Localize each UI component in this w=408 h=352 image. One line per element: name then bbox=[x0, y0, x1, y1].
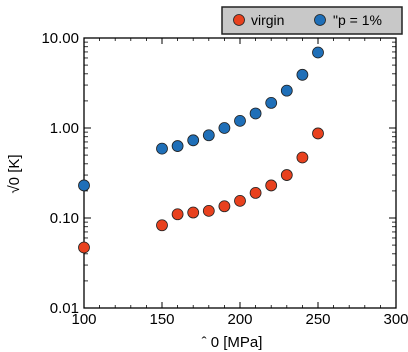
y-tick-label: 0.10 bbox=[50, 210, 79, 227]
legend: virgin "p = 1% bbox=[221, 6, 403, 35]
virgin-data-point bbox=[171, 208, 184, 221]
axis-ticks bbox=[83, 37, 397, 309]
virgin-data-point bbox=[265, 179, 278, 192]
prestrained-data-point bbox=[171, 140, 184, 152]
prestrained-data-point bbox=[156, 142, 168, 155]
x-tick-label: 200 bbox=[227, 311, 252, 328]
prestrained-data-point bbox=[249, 107, 262, 120]
virgin-data-point bbox=[202, 204, 215, 217]
virgin-data-point bbox=[234, 194, 246, 207]
legend-label-prestrained: "p = 1% bbox=[333, 12, 382, 28]
x-tick-label: 100 bbox=[71, 311, 96, 328]
prestrained-data-point bbox=[202, 129, 215, 142]
x-tick-label: 150 bbox=[149, 311, 174, 328]
prestrained-data-point bbox=[280, 84, 293, 97]
plot-area-frame bbox=[83, 37, 397, 309]
virgin-data-point bbox=[187, 206, 200, 219]
y-tick-label: 1.00 bbox=[50, 120, 79, 137]
virgin-data-point bbox=[156, 219, 168, 232]
virgin-data-point bbox=[249, 187, 262, 199]
virgin-data-point bbox=[78, 241, 90, 254]
x-tick-label: 300 bbox=[383, 311, 408, 328]
data-points bbox=[78, 46, 324, 254]
virgin-data-point bbox=[280, 169, 293, 181]
prestrained-data-point bbox=[218, 122, 231, 134]
prestrained-data-point bbox=[234, 114, 246, 127]
y-tick-label: 0.01 bbox=[50, 300, 79, 317]
prestrained-data-point bbox=[296, 68, 309, 81]
x-axis-label: ˆ 0 [MPa] bbox=[202, 334, 263, 351]
prestrained-data-point bbox=[312, 46, 324, 59]
y-axis-label: √0 [K] bbox=[6, 154, 23, 193]
virgin-data-point bbox=[312, 127, 324, 140]
legend-label-virgin: virgin bbox=[251, 12, 284, 28]
legend-marker-virgin bbox=[233, 14, 245, 26]
x-tick-label: 250 bbox=[305, 311, 330, 328]
prestrained-data-point bbox=[78, 179, 90, 192]
legend-box bbox=[221, 6, 403, 35]
prestrained-data-point bbox=[187, 134, 200, 147]
axis-tick-labels: 100 150 200 250 300 0.01 0.10 1.00 10.00 bbox=[41, 30, 408, 328]
prestrained-data-point bbox=[265, 97, 278, 109]
virgin-data-point bbox=[296, 151, 309, 164]
y-tick-label: 10.00 bbox=[41, 30, 79, 47]
legend-marker-prestrained bbox=[314, 14, 326, 26]
virgin-data-point bbox=[218, 200, 231, 213]
